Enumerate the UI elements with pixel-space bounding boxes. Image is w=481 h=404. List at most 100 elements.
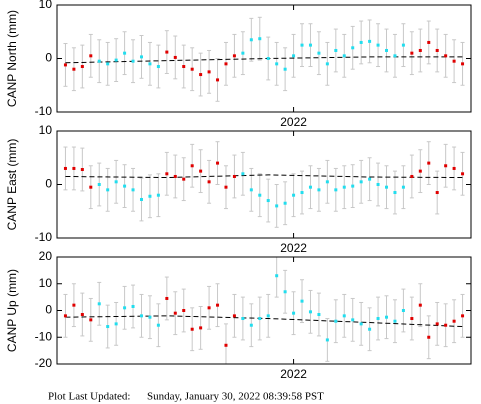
data-point	[401, 309, 405, 312]
data-point	[351, 318, 355, 322]
data-point	[368, 177, 372, 181]
data-point	[418, 48, 422, 52]
data-point	[207, 180, 211, 184]
data-point	[342, 314, 346, 318]
y-tick-label: 0	[45, 303, 52, 317]
data-point	[275, 274, 279, 278]
data-point	[241, 317, 245, 321]
data-point	[114, 322, 118, 326]
data-point	[359, 40, 363, 44]
trend-line	[65, 174, 463, 179]
data-point	[300, 43, 304, 47]
data-point	[139, 197, 143, 201]
data-point	[461, 62, 465, 66]
data-point	[224, 62, 228, 66]
data-point	[131, 59, 135, 63]
data-point	[123, 306, 127, 310]
data-point	[368, 327, 372, 331]
data-point	[393, 191, 397, 195]
data-point	[182, 309, 186, 312]
data-point	[156, 65, 160, 69]
data-point	[207, 70, 211, 74]
data-point	[385, 185, 389, 189]
data-point	[80, 313, 84, 317]
y-tick-label: 10	[39, 0, 53, 11]
data-point	[418, 303, 422, 307]
data-point	[266, 199, 270, 203]
data-point	[401, 43, 405, 47]
data-point	[325, 180, 329, 184]
data-point	[300, 299, 304, 303]
data-point	[232, 174, 236, 178]
data-point	[165, 172, 169, 176]
y-tick-label: 0	[45, 51, 52, 65]
data-point	[435, 191, 439, 195]
data-point	[427, 161, 431, 165]
data-point	[334, 319, 338, 323]
data-point	[224, 185, 228, 189]
data-point	[80, 168, 84, 172]
data-point	[232, 314, 236, 318]
data-point	[173, 55, 177, 59]
data-point	[72, 67, 76, 71]
data-point	[275, 62, 279, 66]
data-point	[241, 172, 245, 176]
data-point	[393, 319, 397, 323]
data-point	[114, 58, 118, 62]
data-point	[148, 62, 152, 66]
data-point	[461, 314, 465, 318]
data-point	[292, 54, 296, 58]
data-point	[283, 67, 287, 71]
data-point	[182, 177, 186, 181]
data-point	[308, 310, 312, 314]
data-point	[325, 62, 329, 66]
plot-frame	[56, 130, 472, 239]
data-point	[80, 65, 84, 69]
data-point	[393, 54, 397, 58]
y-tick-label: 20	[39, 249, 53, 263]
data-point	[266, 57, 270, 60]
x-tick-label: 2022	[280, 367, 307, 381]
data-point	[283, 201, 287, 205]
data-point	[452, 166, 456, 170]
plot-area	[63, 257, 465, 364]
data-point	[182, 65, 186, 69]
data-point	[342, 185, 346, 189]
data-point	[410, 51, 414, 55]
data-point	[72, 303, 76, 307]
data-point	[317, 313, 321, 317]
data-point	[131, 304, 135, 308]
data-point	[334, 48, 338, 52]
data-point	[249, 38, 253, 42]
data-point	[376, 317, 380, 321]
data-point	[359, 180, 363, 184]
data-point	[342, 54, 346, 58]
data-point	[190, 164, 194, 168]
data-point	[249, 188, 253, 192]
data-point	[376, 43, 380, 47]
data-point	[410, 317, 414, 321]
data-point	[89, 318, 93, 322]
data-point	[114, 180, 118, 184]
data-point	[461, 172, 465, 176]
data-point	[435, 48, 439, 52]
data-point	[207, 306, 211, 310]
data-point	[224, 343, 228, 347]
data-point	[139, 314, 143, 318]
data-point	[232, 54, 236, 58]
data-point	[258, 317, 262, 321]
data-point	[156, 193, 160, 197]
plot-area	[63, 16, 465, 102]
data-point	[123, 51, 127, 55]
data-point	[106, 188, 110, 192]
data-point	[368, 39, 372, 43]
data-point	[63, 314, 67, 318]
y-tick-label: 10	[39, 123, 53, 137]
data-point	[249, 323, 253, 327]
y-tick-label: 0	[45, 177, 52, 191]
data-point	[165, 296, 169, 300]
data-point	[106, 62, 110, 66]
y-tick-label: -10	[35, 104, 53, 118]
data-point	[444, 323, 448, 327]
data-point	[123, 184, 127, 188]
